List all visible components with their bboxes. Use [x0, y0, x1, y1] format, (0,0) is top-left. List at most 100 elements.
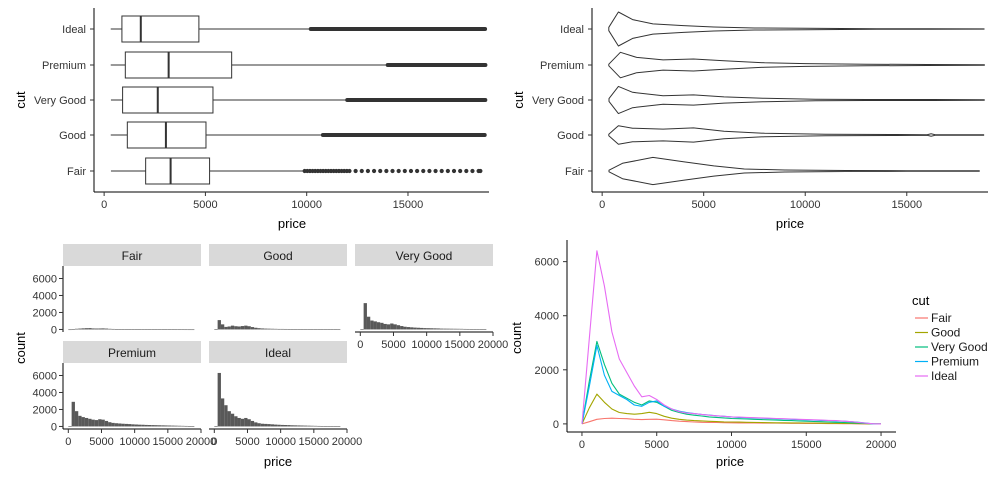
- box-outlier-fair-19: [359, 168, 364, 174]
- hist-bar-fair-2500: [84, 328, 89, 330]
- hist-bar-premium-18500: [191, 426, 195, 427]
- hist-bar-ideal-500: [217, 372, 221, 427]
- hist-bar-premium-3000: [88, 418, 92, 427]
- hist-bar-good-12500: [297, 329, 301, 330]
- hist-bar-premium-17500: [184, 425, 188, 427]
- facet-ideal: Ideal 0 5000 10000 15000 20000: [209, 341, 362, 448]
- hist-bar-very-good-14000: [453, 328, 457, 330]
- hist-bar-very-good-12000: [439, 328, 444, 330]
- hist-bar-ideal-13500: [303, 425, 308, 427]
- hist-bar-very-good-15000: [459, 328, 464, 330]
- hist-bar-fair-1500: [78, 328, 82, 330]
- hist-bar-very-good-8500: [416, 327, 421, 330]
- hist-bar-very-good-1500: [370, 320, 374, 330]
- hist-bar-very-good-500: [363, 303, 367, 330]
- box-outlier-fair-27: [408, 168, 414, 174]
- box-outlier-fair-34: [451, 168, 457, 174]
- hist-bar-good-7500: [264, 328, 268, 330]
- hist-bar-very-good-11500: [436, 328, 440, 330]
- hist-bar-good-8500: [270, 328, 275, 330]
- facet-strip-label-fair: Fair: [122, 249, 143, 263]
- hist-bar-fair-12500: [151, 329, 155, 330]
- hist-bar-good-15000: [313, 329, 318, 330]
- hist-bar-ideal-14000: [307, 425, 311, 427]
- hist-bar-premium-9500: [131, 424, 135, 427]
- facet-x-tick-label-ideal-10000: 10000: [265, 436, 296, 448]
- hist-bar-fair-14000: [161, 329, 165, 330]
- line-y-tick-label-0: 0: [553, 419, 559, 431]
- line-y-axis-title: count: [509, 322, 524, 354]
- hist-bar-very-good-10000: [426, 328, 430, 330]
- violin-y-tick-label-fair: Fair: [565, 166, 584, 178]
- hist-bar-very-good-18500: [483, 329, 487, 330]
- hist-bar-premium-500: [71, 401, 75, 427]
- hist-bar-very-good-14500: [456, 328, 460, 330]
- hist-bar-premium-5000: [101, 419, 105, 427]
- boxplot-y-tick-label-good: Good: [59, 130, 86, 142]
- hist-bar-ideal-18000: [333, 426, 338, 427]
- box-outlier-fair-20: [365, 168, 371, 174]
- boxplot-panel: Fair Good Very Good Premium Ideal 0 5000 10000 1…: [13, 8, 489, 231]
- hist-bar-premium-7500: [118, 423, 122, 427]
- hist-bar-ideal-1000: [220, 398, 225, 427]
- line-y-tick-label-4000: 4000: [535, 311, 559, 323]
- legend-label-fair: Fair: [931, 311, 952, 325]
- facet-y-tick-label-premium-2000: 2000: [33, 404, 57, 416]
- hist-bar-fair-14500: [164, 329, 168, 330]
- box-outlier-fair-36: [464, 168, 469, 174]
- box-outlier-fair-30: [427, 168, 432, 174]
- hist-bar-ideal-2500: [230, 413, 235, 427]
- hist-bar-ideal-0: [214, 426, 218, 427]
- box-outlier-fair-33: [445, 168, 450, 174]
- violin-y-axis-title: cut: [511, 91, 526, 109]
- facet-x-tick-label-very-good-10000: 10000: [411, 339, 442, 351]
- hist-bar-very-good-17000: [473, 329, 477, 330]
- hist-bar-good-4000: [240, 326, 245, 330]
- hist-bar-good-3500: [237, 326, 241, 330]
- hist-bar-ideal-9500: [277, 424, 281, 427]
- hist-bar-premium-8000: [121, 423, 125, 427]
- hist-bar-very-good-18000: [479, 329, 484, 330]
- hist-bar-good-11000: [287, 329, 291, 330]
- line-y-tick-label-2000: 2000: [535, 365, 559, 377]
- box-outlier-fair-31: [433, 168, 438, 174]
- hist-bar-good-10000: [280, 328, 284, 330]
- hist-bar-ideal-2000: [227, 411, 231, 427]
- boxplot-axes: Fair Good Very Good Premium Ideal 0 5000 10000 1…: [34, 24, 423, 211]
- hist-bar-ideal-5500: [250, 420, 255, 427]
- hist-bar-good-8000: [267, 328, 271, 330]
- histogram-facets-panel: Fair 0 2000 4000 6000 Good Very Good 0 5000 10000…: [33, 244, 508, 448]
- series-line-very-good: [581, 340, 881, 425]
- hist-bar-very-good-2500: [376, 322, 381, 330]
- facet-strip-good: [209, 244, 347, 266]
- hist-bar-very-good-12500: [443, 328, 447, 330]
- hist-bar-fair-11500: [144, 329, 148, 330]
- hist-bar-good-6000: [254, 327, 258, 330]
- legend-label-good: Good: [931, 326, 960, 340]
- frequency-lines: [581, 250, 882, 425]
- hist-bar-ideal-6000: [254, 422, 258, 427]
- hist-bar-ideal-10500: [283, 425, 288, 427]
- violin-good: [608, 125, 985, 145]
- hist-bar-very-good-7000: [406, 327, 411, 330]
- hist-bar-fair-4000: [94, 328, 99, 330]
- hist-bar-fair-12000: [147, 329, 152, 330]
- facet-strip-label-very-good: Very Good: [396, 249, 453, 263]
- boxplot-x-axis-title: price: [278, 216, 306, 231]
- hist-bar-premium-10000: [134, 424, 138, 427]
- hist-bar-good-5500: [250, 327, 255, 330]
- box-iqr-very-good: [122, 86, 214, 114]
- hist-bar-fair-18500: [191, 329, 195, 331]
- violin-y-tick-label-very-good: Very Good: [532, 95, 584, 107]
- facet-strip-ideal: [209, 341, 347, 363]
- hist-bar-good-500: [217, 320, 221, 330]
- violin-y-tick-label-premium: Premium: [540, 60, 584, 72]
- facet-good: Good: [209, 244, 347, 331]
- facet-strip-label-ideal: Ideal: [265, 346, 291, 360]
- box-iqr-ideal: [121, 15, 200, 43]
- hist-bar-premium-16500: [177, 425, 182, 427]
- facet-x-tick-label-ideal-15000: 15000: [299, 436, 330, 448]
- hist-bar-very-good-7500: [410, 327, 414, 330]
- hist-bar-very-good-10500: [429, 328, 434, 330]
